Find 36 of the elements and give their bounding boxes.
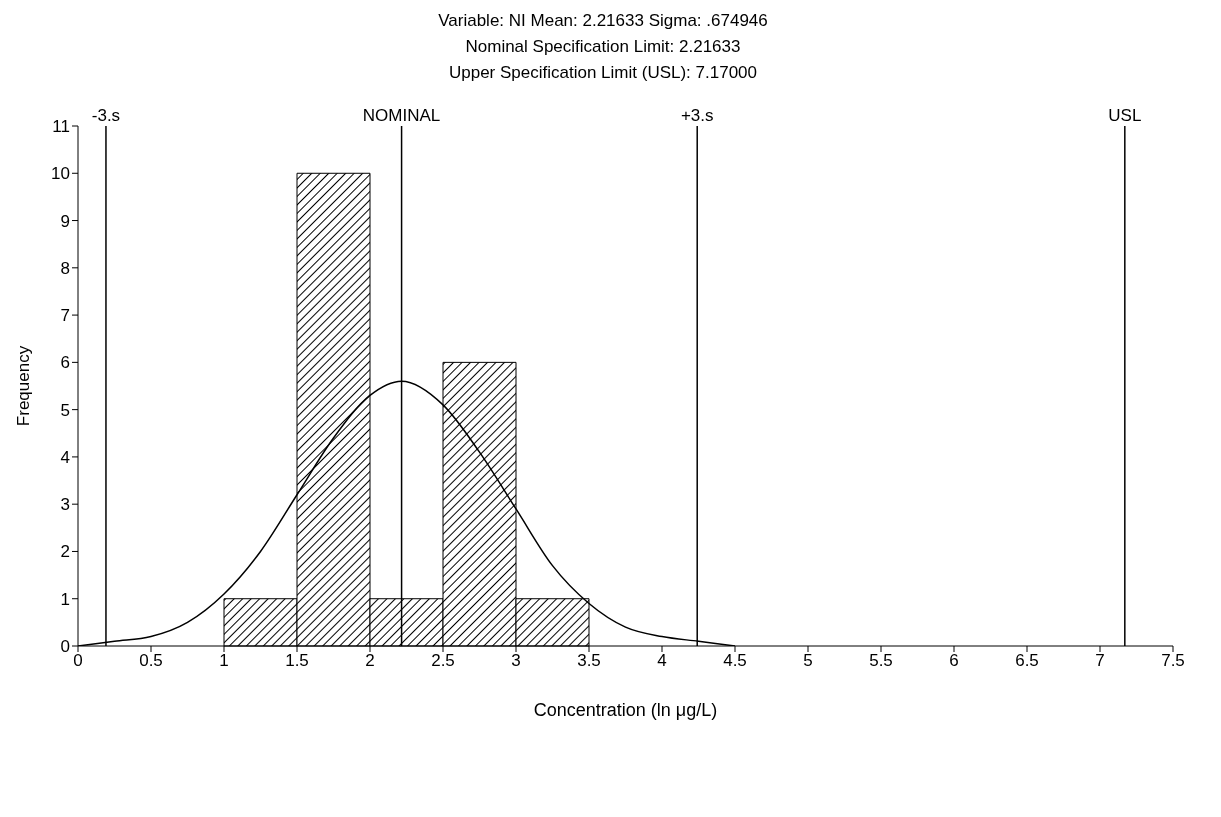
x-tick-label: 4.5 bbox=[723, 651, 747, 671]
x-tick-label: 1 bbox=[219, 651, 229, 671]
y-tick-label: 0 bbox=[60, 637, 70, 657]
x-tick-label: 1.5 bbox=[285, 651, 309, 671]
x-tick-label: 4 bbox=[657, 651, 667, 671]
y-tick-label: 1 bbox=[60, 589, 70, 609]
x-tick-label: 5.5 bbox=[869, 651, 893, 671]
ref-line-label: NOMINAL bbox=[362, 106, 441, 125]
x-tick-label: 7 bbox=[1095, 651, 1105, 671]
y-tick-label: 7 bbox=[60, 306, 70, 326]
x-tick-label: 5 bbox=[803, 651, 813, 671]
ref-line-label: -3.s bbox=[91, 106, 121, 125]
y-tick-label: 9 bbox=[60, 211, 70, 231]
y-tick-label: 4 bbox=[60, 447, 70, 467]
x-tick-label: 2 bbox=[365, 651, 375, 671]
y-tick-label: 2 bbox=[60, 542, 70, 562]
y-tick-label: 5 bbox=[60, 400, 70, 420]
x-tick-label: 6.5 bbox=[1015, 651, 1039, 671]
y-tick-label: 3 bbox=[60, 495, 70, 515]
ref-line-label: USL bbox=[1108, 106, 1142, 125]
x-tick-label: 0.5 bbox=[139, 651, 163, 671]
x-tick-label: 6 bbox=[949, 651, 959, 671]
ref-line-label: +3.s bbox=[680, 106, 714, 125]
y-tick-label: 10 bbox=[51, 164, 70, 184]
y-axis-title: Frequency bbox=[14, 345, 34, 427]
x-tick-label: 0 bbox=[73, 651, 83, 671]
y-tick-label: 8 bbox=[60, 258, 70, 278]
x-tick-label: 3 bbox=[511, 651, 521, 671]
x-axis-title: Concentration (ln μg/L) bbox=[533, 700, 718, 720]
chart-title: Variable: NI Mean: 2.21633 Sigma: .674946 bbox=[437, 10, 769, 32]
chart-subtitle: Nominal Specification Limit: 2.21633 Upper Specification Limit (USL): 7.17000 bbox=[447, 36, 758, 84]
x-tick-label: 7.5 bbox=[1161, 651, 1185, 671]
y-tick-label: 11 bbox=[52, 117, 70, 137]
x-tick-label: 2.5 bbox=[431, 651, 455, 671]
x-tick-label: 3.5 bbox=[577, 651, 601, 671]
y-tick-label: 6 bbox=[60, 353, 70, 373]
